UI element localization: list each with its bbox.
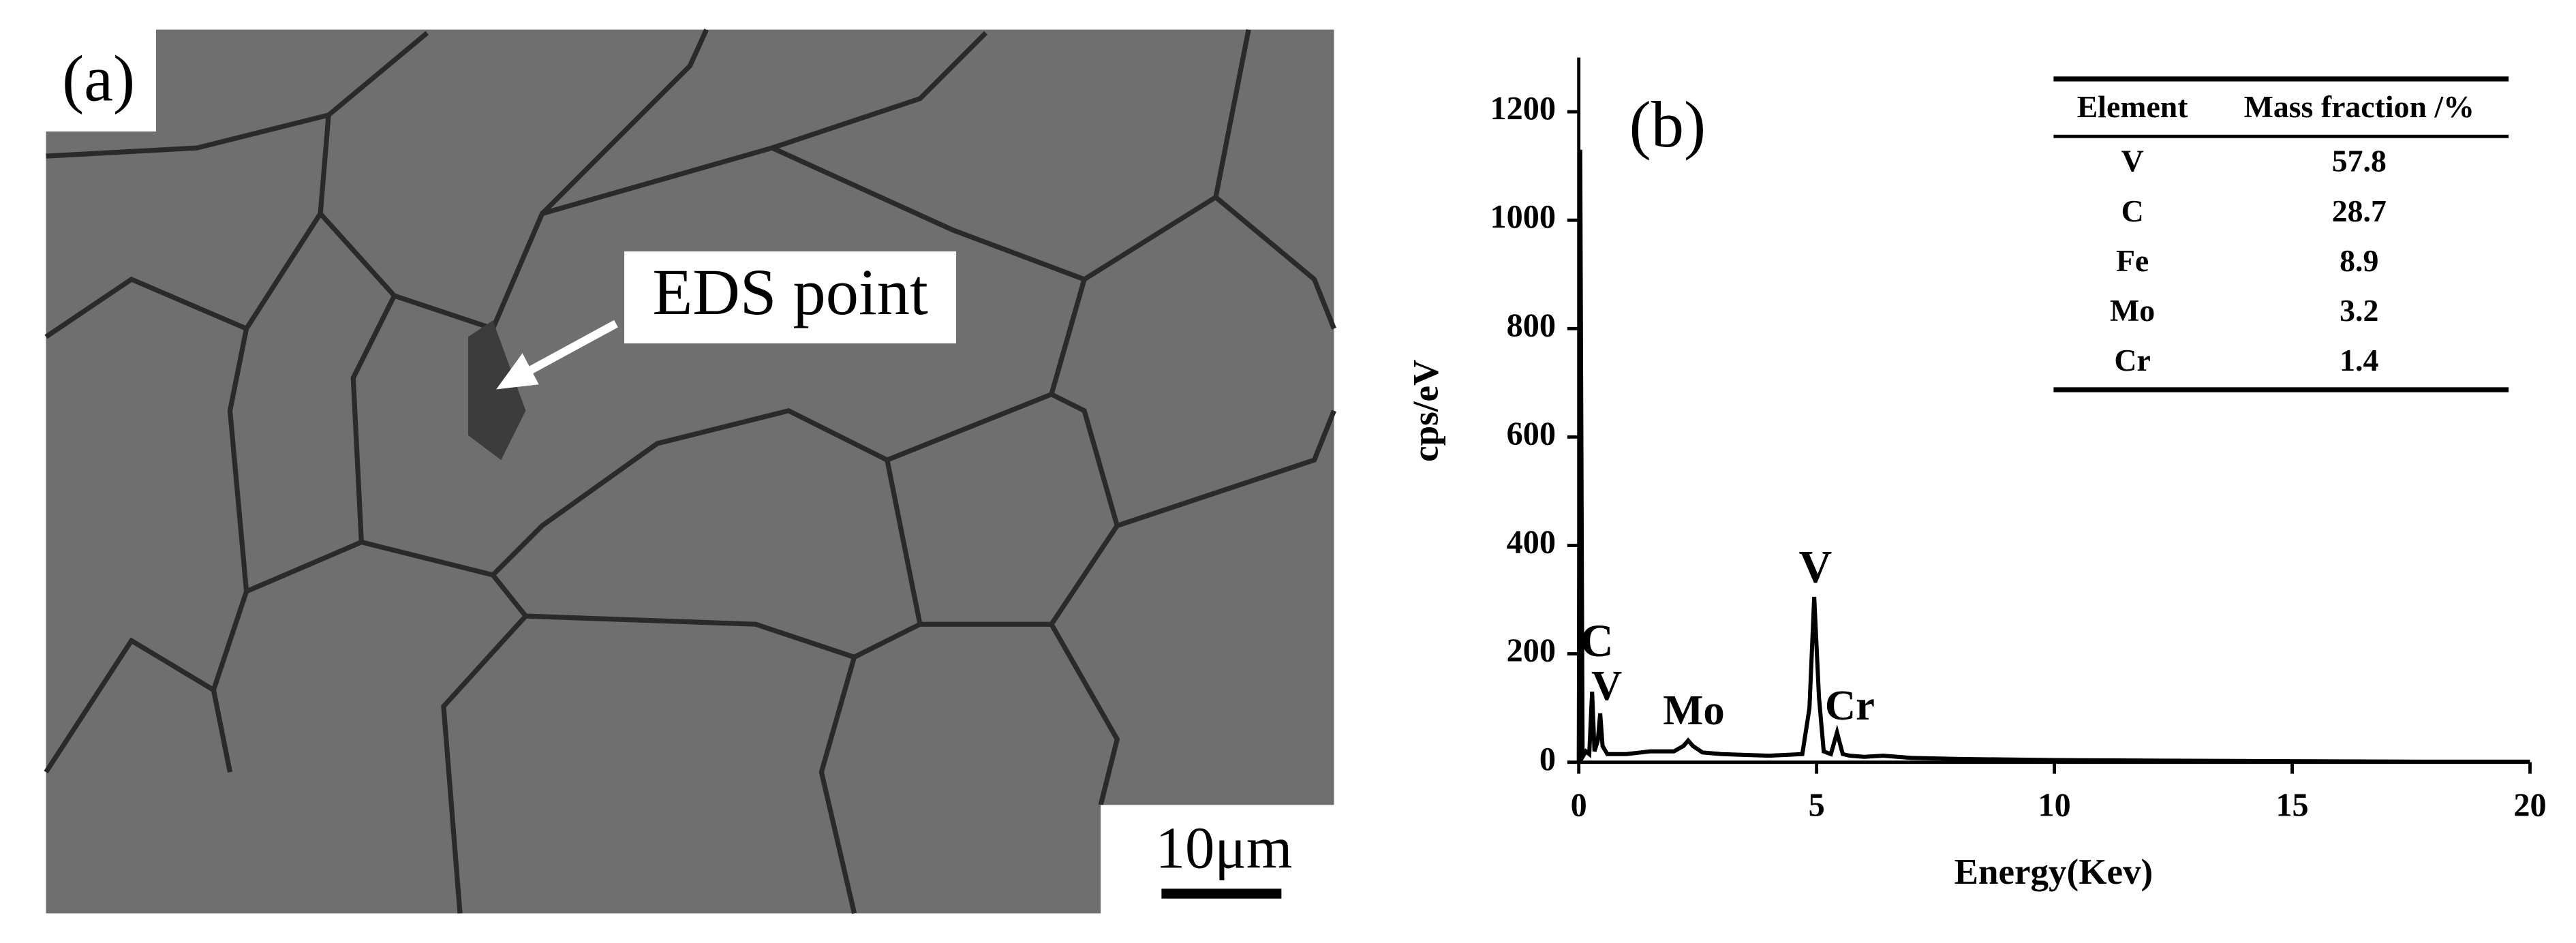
scale-bar xyxy=(1161,888,1282,899)
peak-label: Cr xyxy=(1825,681,1875,729)
table-cell: Cr xyxy=(2114,343,2150,377)
panel-label: (a) xyxy=(62,42,135,115)
table-cell: 28.7 xyxy=(2332,194,2387,228)
x-tick-label: 0 xyxy=(1571,787,1587,823)
x-tick-label: 5 xyxy=(1809,787,1825,823)
y-tick-label: 600 xyxy=(1507,416,1556,452)
sem-image: (a) EDS point 10μm xyxy=(44,29,1336,914)
label-box xyxy=(46,29,157,132)
spectrum-line xyxy=(1576,149,2530,764)
panel-label: (b) xyxy=(1629,88,1706,161)
y-axis-label: cps/eV xyxy=(1406,360,1445,462)
table-cell: V xyxy=(2121,144,2144,179)
peak-label: V xyxy=(1798,542,1832,593)
y-tick-label: 1000 xyxy=(1490,199,1556,235)
x-axis-label: Energy(Kev) xyxy=(1954,852,2153,892)
peak-label: C xyxy=(1580,615,1614,666)
annotation: EDS point xyxy=(652,256,928,328)
x-tick-label: 20 xyxy=(2513,787,2546,823)
scale-bar-label: 10μm xyxy=(1156,816,1293,881)
arrow-shaft xyxy=(520,320,618,379)
annotation-box xyxy=(624,251,957,343)
eds-particle xyxy=(468,320,526,461)
peak-label: Mo xyxy=(1663,686,1724,734)
table-cell: 8.9 xyxy=(2340,243,2378,278)
x-tick-label: 10 xyxy=(2038,787,2070,823)
table-cell: Mo xyxy=(2110,293,2155,328)
peak-label: V xyxy=(1591,662,1622,709)
y-tick-label: 200 xyxy=(1507,633,1556,669)
table-header: Mass fraction /% xyxy=(2244,89,2474,124)
table-cell: Fe xyxy=(2116,243,2149,278)
table-cell: C xyxy=(2121,194,2144,228)
table-cell: 3.2 xyxy=(2340,293,2378,328)
sem-background xyxy=(46,29,1334,914)
table-header: Element xyxy=(2077,89,2189,124)
y-tick-label: 400 xyxy=(1507,525,1556,561)
y-tick-label: 800 xyxy=(1507,307,1556,343)
y-tick-label: 0 xyxy=(1539,741,1556,777)
y-tick-label: 1200 xyxy=(1490,91,1556,127)
x-tick-label: 15 xyxy=(2275,787,2308,823)
table-cell: 1.4 xyxy=(2340,343,2378,377)
table-cell: 57.8 xyxy=(2332,144,2387,179)
grain-boundaries xyxy=(44,29,1336,914)
arrow-head xyxy=(496,353,539,390)
